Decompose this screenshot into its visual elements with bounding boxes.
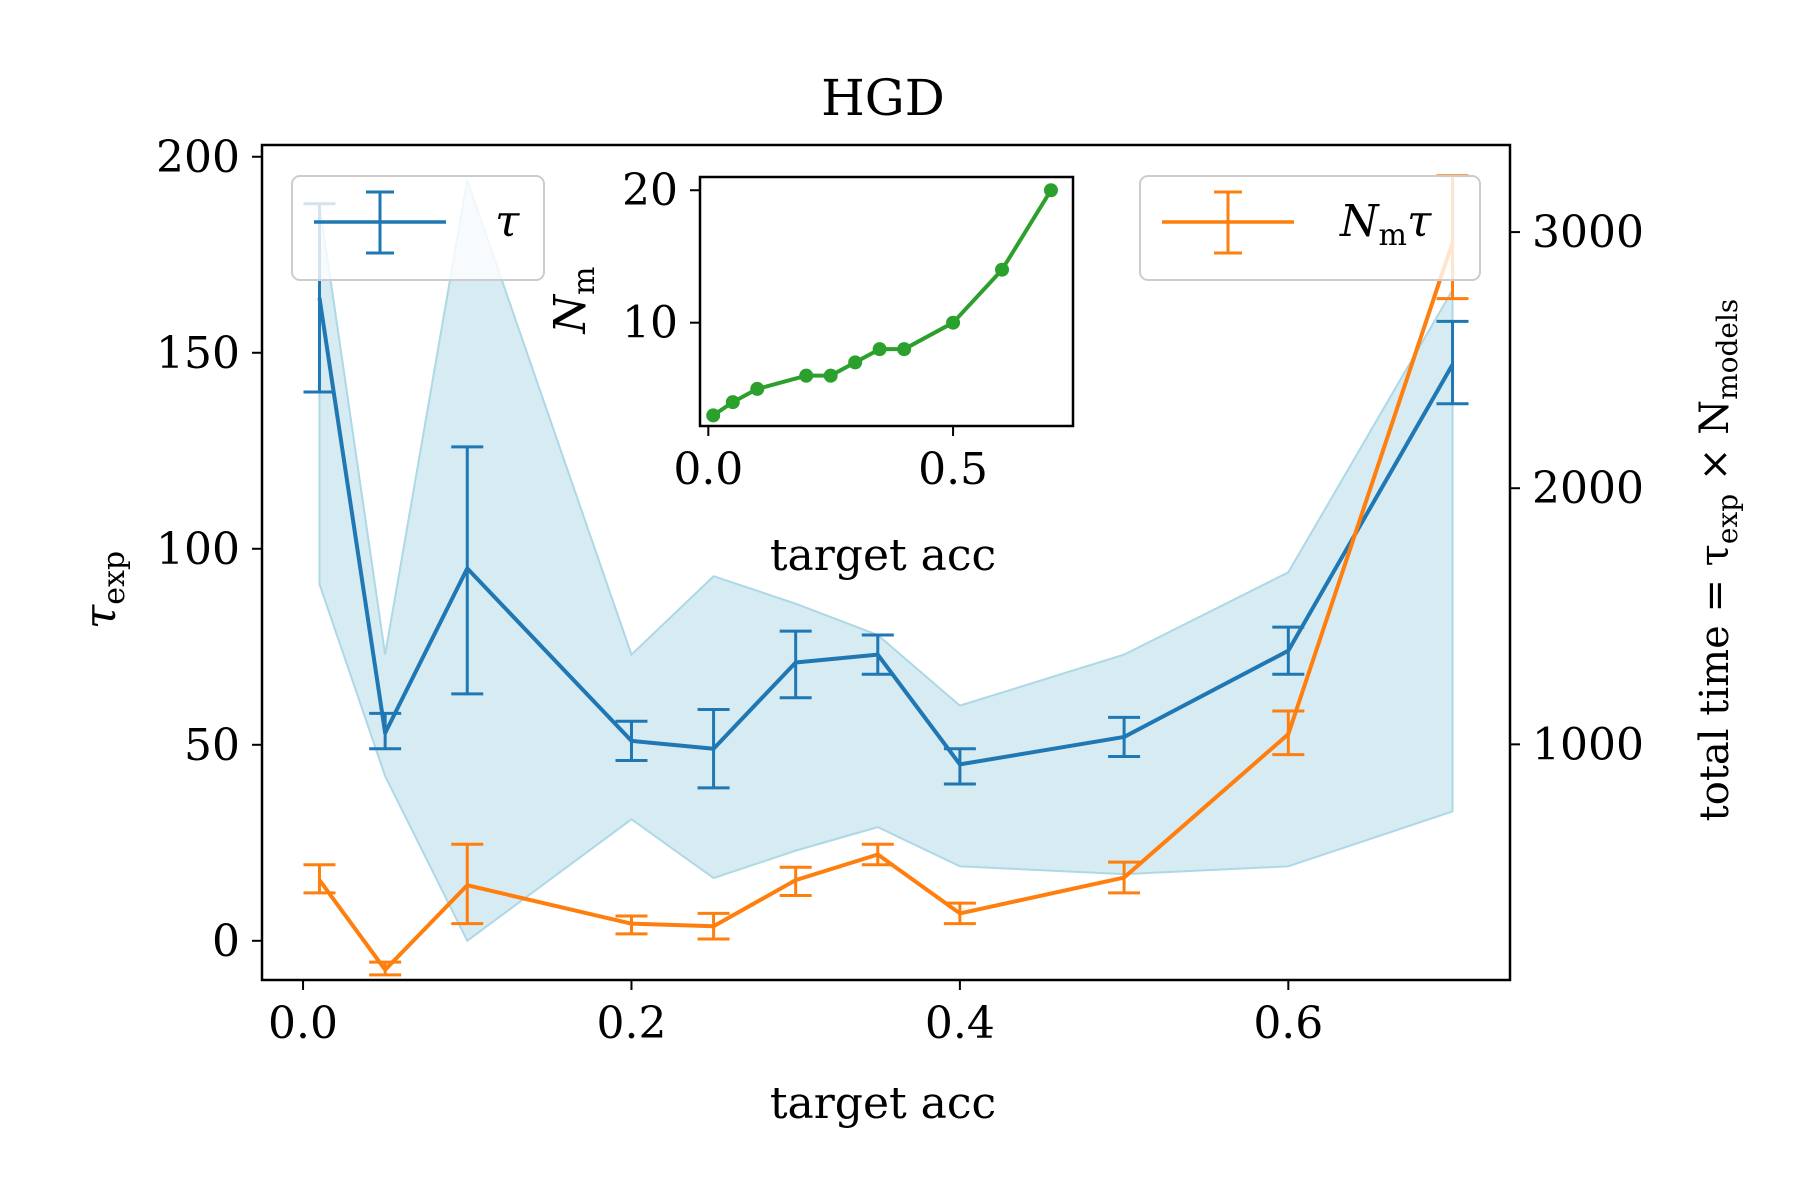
y2-tick-label: 3000 xyxy=(1532,207,1644,258)
inset-series-point xyxy=(995,262,1010,277)
y-tick-label: 0 xyxy=(212,916,240,967)
inset-series-point xyxy=(725,395,740,410)
y2-axis-label: total time = τexp × Nmodels xyxy=(1692,299,1744,822)
inset-plot: 0.0 0.5 10 20 xyxy=(622,165,1075,495)
inset-series-point xyxy=(706,408,721,423)
legend-right: Nmτ xyxy=(1139,175,1481,281)
inset-x-axis-label: target acc xyxy=(770,530,996,581)
y-axis-label: τexp xyxy=(75,551,132,629)
main-plot-frame xyxy=(260,143,1512,982)
inset-y-tick-label: 10 xyxy=(622,298,678,349)
legend-tau-label: τ xyxy=(495,196,520,247)
inset-y-axis-label-main: N xyxy=(545,293,596,334)
x-tick-label: 0.0 xyxy=(268,998,338,1049)
inset-series-point xyxy=(750,381,765,396)
inset-series-point xyxy=(946,315,961,330)
inset-series-point xyxy=(897,342,912,357)
y2-axis-label-mid: × N xyxy=(1692,400,1738,494)
legend-left-box xyxy=(291,175,545,281)
y-tick-label: 150 xyxy=(156,328,240,379)
x-tick-label: 0.6 xyxy=(1253,998,1323,1049)
legend-nmtau-label: Nmτ xyxy=(1339,196,1432,253)
chart-title: HGD xyxy=(821,69,945,127)
x-tick-label: 0.2 xyxy=(596,998,666,1049)
x-tick-label: 0.4 xyxy=(925,998,995,1049)
y2-axis-label-main: total time = τ xyxy=(1692,544,1738,821)
y2-tick-label: 2000 xyxy=(1532,463,1644,514)
y-axis-label-main: τ xyxy=(75,604,126,629)
inset-frame xyxy=(698,175,1075,428)
legend-left: τ xyxy=(291,175,545,281)
inset-y-tick-label: 20 xyxy=(622,165,678,216)
inset-x-tick-label: 0.0 xyxy=(673,444,743,495)
spread-band xyxy=(318,179,1454,943)
x-axis-label: target acc xyxy=(770,1078,996,1129)
y-tick-label: 100 xyxy=(156,524,240,575)
y-tick-label: 200 xyxy=(156,132,240,183)
inset-series-point xyxy=(823,368,838,383)
inset-series-point xyxy=(1043,183,1058,198)
y2-axis-label-sub2: models xyxy=(1711,299,1744,400)
y2-tick-label: 1000 xyxy=(1532,719,1644,770)
y-tick-label: 50 xyxy=(184,720,240,771)
inset-y-axis-label: Nm xyxy=(545,267,602,335)
y2-axis-label-sub: exp xyxy=(1711,494,1744,544)
inset-series-point xyxy=(872,342,887,357)
inset-series-point xyxy=(799,368,814,383)
inset-series-point xyxy=(848,355,863,370)
main-plot: 0.0 0.2 0.4 0.6 0 50 100 150 200 1000 2000 3000 xyxy=(156,132,1644,1049)
inset-y-axis-label-sub: m xyxy=(567,267,602,295)
y-axis-label-sub: exp xyxy=(97,551,132,605)
inset-x-tick-label: 0.5 xyxy=(918,444,988,495)
